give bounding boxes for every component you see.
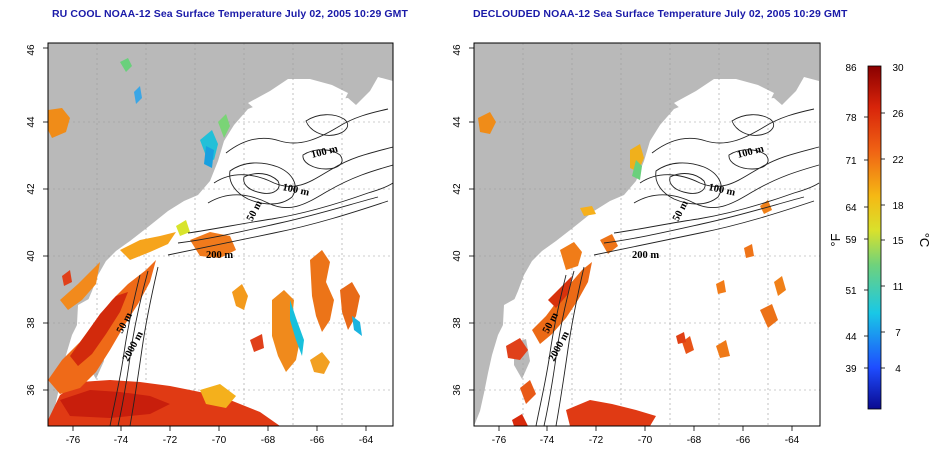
- f-label: 44: [845, 332, 857, 343]
- fahrenheit-unit-label: °F: [828, 233, 843, 246]
- y-tick-label: 46: [26, 44, 37, 56]
- right-panel-title: DECLOUDED NOAA-12 Sea Surface Temperatur…: [473, 8, 848, 20]
- c-label: 18: [892, 201, 904, 212]
- f-label: 51: [845, 286, 857, 297]
- f-label: 71: [845, 156, 857, 167]
- x-tick-label: -72: [163, 435, 178, 446]
- x-tick-label: -76: [492, 435, 507, 446]
- y-tick-label: 40: [452, 250, 463, 262]
- y-tick-label: 38: [452, 317, 463, 329]
- right-gridlines: [474, 43, 820, 426]
- y-tick-label: 44: [452, 116, 463, 128]
- f-label: 78: [845, 113, 857, 124]
- left-map-panel: 100 m 100 m 50 m 200 m 50 m 2000 m -76 -…: [26, 42, 394, 446]
- contour-label-200m: 200 m: [632, 250, 659, 261]
- right-sst-patches: [478, 112, 786, 426]
- y-tick-label: 38: [26, 317, 37, 329]
- x-tick-label: -66: [310, 435, 325, 446]
- right-map-panel: 100 m 100 m 50 m 200 m 50 m 2000 m -76 -…: [452, 42, 821, 446]
- x-tick-label: -64: [359, 435, 374, 446]
- left-panel-title: RU COOL NOAA-12 Sea Surface Temperature …: [52, 8, 409, 20]
- c-label: 26: [892, 109, 904, 120]
- left-y-axis: 36 38 40 42 44 46: [26, 44, 48, 396]
- y-tick-label: 42: [452, 183, 463, 195]
- c-label: 30: [892, 63, 904, 74]
- right-y-axis: 36 38 40 42 44 46: [452, 44, 474, 396]
- c-label: 4: [895, 364, 901, 375]
- c-label: 7: [895, 328, 901, 339]
- colorbar-gradient: [867, 65, 882, 410]
- colorbar: 86 78 71 64 59 51 44 39 30 26 22 18 15 1…: [828, 63, 932, 410]
- x-tick-label: -68: [261, 435, 276, 446]
- f-label: 64: [845, 203, 857, 214]
- colorbar-celsius-labels: 30 26 22 18 15 11 7 4: [892, 63, 904, 375]
- left-sst-patches: [48, 58, 362, 426]
- x-tick-label: -70: [212, 435, 227, 446]
- x-tick-label: -66: [736, 435, 751, 446]
- y-tick-label: 44: [26, 116, 37, 128]
- c-label: 22: [892, 155, 904, 166]
- y-tick-label: 42: [26, 183, 37, 195]
- f-label: 59: [845, 235, 857, 246]
- y-tick-label: 46: [452, 44, 463, 56]
- f-label: 39: [845, 364, 857, 375]
- celsius-unit-label: °C: [917, 233, 932, 248]
- c-label: 15: [892, 236, 904, 247]
- colorbar-fahrenheit-labels: 86 78 71 64 59 51 44 39: [845, 63, 857, 375]
- x-tick-label: -68: [687, 435, 702, 446]
- y-tick-label: 36: [452, 384, 463, 396]
- x-tick-label: -70: [638, 435, 653, 446]
- left-gridlines: [48, 43, 393, 426]
- x-tick-label: -74: [114, 435, 129, 446]
- y-tick-label: 36: [26, 384, 37, 396]
- x-tick-label: -74: [540, 435, 555, 446]
- f-label: 86: [845, 63, 857, 74]
- x-tick-label: -76: [66, 435, 81, 446]
- x-tick-label: -72: [589, 435, 604, 446]
- contour-label-200m: 200 m: [206, 250, 233, 261]
- x-tick-label: -64: [785, 435, 800, 446]
- left-x-axis: -76 -74 -72 -70 -68 -66 -64: [66, 426, 374, 446]
- y-tick-label: 40: [26, 250, 37, 262]
- c-label: 11: [893, 282, 904, 293]
- right-x-axis: -76 -74 -72 -70 -68 -66 -64: [492, 426, 800, 446]
